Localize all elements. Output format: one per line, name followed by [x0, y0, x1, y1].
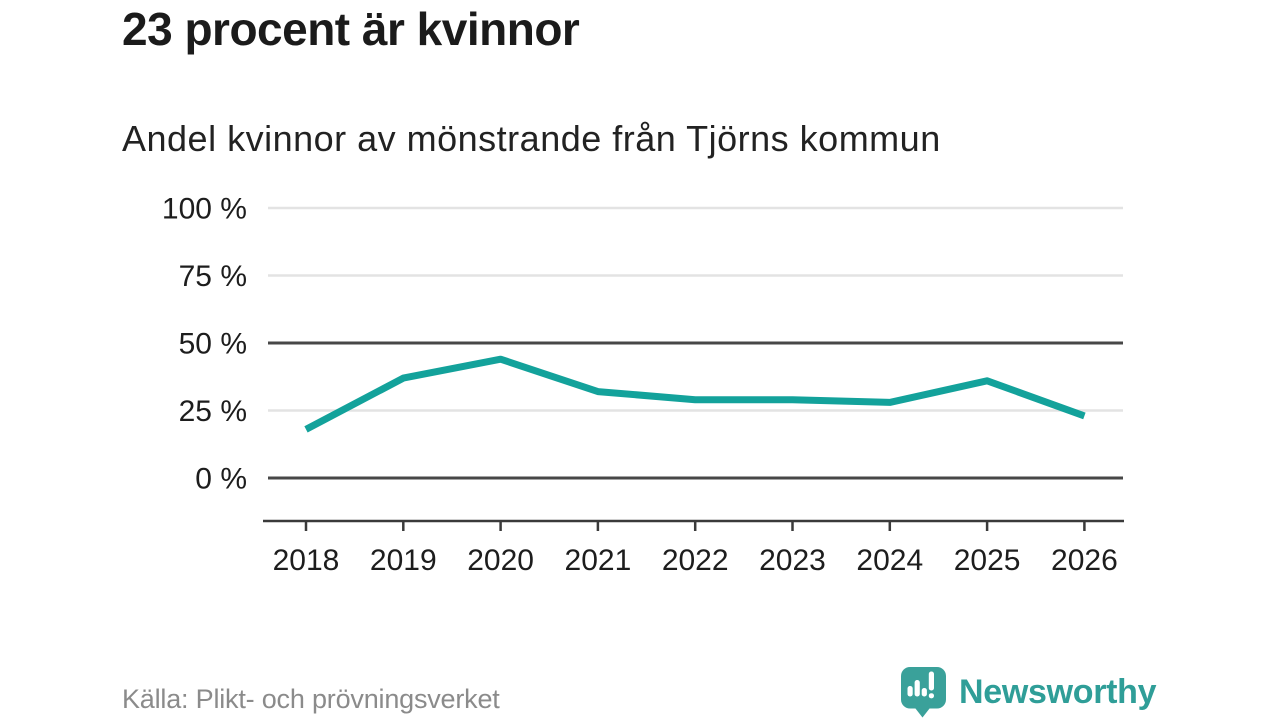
source-note: Källa: Plikt- och prövningsverket [122, 684, 500, 714]
data-line-andel-kvinnor [304, 355, 1086, 433]
newsworthy-speech-bubble-barchart-icon [901, 667, 946, 718]
x-tick-label: 2022 [662, 544, 729, 577]
y-tick-label: 25 % [179, 395, 247, 428]
x-tick-label: 2019 [370, 544, 437, 577]
brand-name: Newsworthy [959, 673, 1157, 711]
x-tick-label: 2018 [273, 544, 340, 577]
x-tick-label: 2025 [954, 544, 1021, 577]
chart-subtitle: Andel kvinnor av mönstrande från Tjörns … [122, 118, 941, 159]
x-tick-label: 2021 [565, 544, 632, 577]
x-tick-label: 2024 [856, 544, 923, 577]
x-tick-label: 2023 [759, 544, 826, 577]
brand-logo: Newsworthy [901, 667, 1157, 718]
y-tick-label: 50 % [179, 328, 247, 361]
y-tick-label: 75 % [179, 260, 247, 293]
chart-title: 23 procent är kvinnor [122, 3, 580, 55]
x-tick-label: 2026 [1051, 544, 1118, 577]
y-tick-label: 100 % [162, 193, 247, 226]
x-tick-label: 2020 [467, 544, 534, 577]
y-tick-label: 0 % [195, 463, 247, 496]
